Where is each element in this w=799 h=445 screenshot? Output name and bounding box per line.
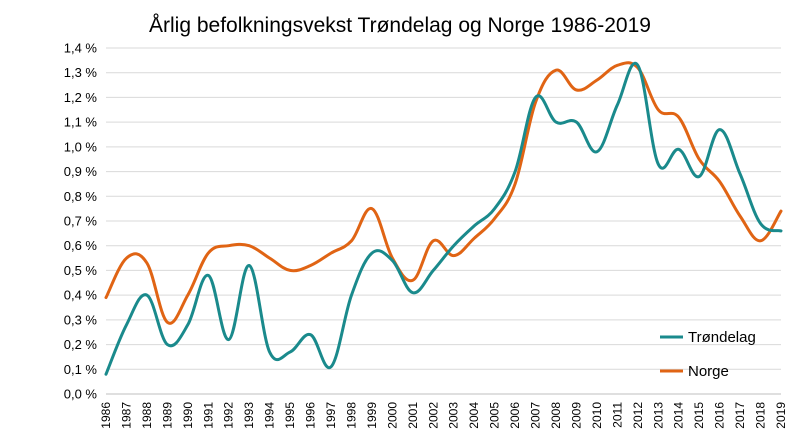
legend-label: Norge bbox=[688, 363, 729, 380]
x-tick-label: 1987 bbox=[119, 402, 133, 429]
y-tick-label: 1,0 % bbox=[64, 139, 98, 154]
series-line-trondelag bbox=[104, 61, 783, 376]
x-tick-label: 2007 bbox=[529, 402, 543, 429]
x-tick-label: 1993 bbox=[242, 402, 256, 429]
y-tick-label: 0,1 % bbox=[64, 362, 98, 377]
legend: Trøndelag Norge bbox=[660, 329, 756, 380]
y-tick-label: 0,5 % bbox=[64, 263, 98, 278]
x-tick-label: 2004 bbox=[467, 402, 481, 429]
x-tick-label: 2010 bbox=[590, 402, 604, 429]
gridlines bbox=[106, 47, 781, 395]
y-tick-label: 0,6 % bbox=[64, 238, 98, 253]
x-tick-label: 2016 bbox=[713, 402, 727, 429]
y-tick-label: 0,9 % bbox=[64, 164, 98, 179]
x-tick-label: 2014 bbox=[672, 402, 686, 429]
x-tick-label: 1988 bbox=[140, 402, 154, 429]
x-tick-label: 2018 bbox=[754, 402, 768, 429]
x-tick-label: 2015 bbox=[692, 402, 706, 429]
x-axis-ticks: 1986 1987 1988 1989 1990 1991 1992 1993 1994 1995… bbox=[99, 402, 788, 429]
x-tick-label: 2005 bbox=[488, 402, 502, 429]
y-tick-label: 1,1 % bbox=[64, 115, 98, 130]
y-tick-label: 0,8 % bbox=[64, 189, 98, 204]
series-line-norge bbox=[104, 61, 783, 325]
y-tick-label: 1,4 % bbox=[64, 41, 98, 56]
x-tick-label: 2003 bbox=[447, 402, 461, 429]
x-tick-label: 1999 bbox=[365, 402, 379, 429]
y-tick-label: 0,4 % bbox=[64, 288, 98, 303]
y-tick-label: 1,2 % bbox=[64, 90, 98, 105]
y-tick-label: 0,7 % bbox=[64, 214, 98, 229]
x-tick-label: 2008 bbox=[549, 402, 563, 429]
y-axis-ticks: 0,0 % 0,1 % 0,2 % 0,3 % 0,4 % 0,5 % 0,6 % 0,7 %… bbox=[64, 41, 98, 402]
x-tick-label: 1997 bbox=[324, 402, 338, 429]
y-tick-label: 0,3 % bbox=[64, 312, 98, 327]
x-tick-label: 2012 bbox=[631, 402, 645, 429]
chart-title: Årlig befolkningsvekst Trøndelag og Norg… bbox=[149, 14, 651, 37]
x-tick-label: 1994 bbox=[263, 402, 277, 429]
x-tick-label: 1991 bbox=[201, 402, 215, 429]
x-tick-label: 2011 bbox=[610, 402, 624, 428]
x-tick-label: 1990 bbox=[181, 402, 195, 429]
x-tick-label: 1996 bbox=[304, 402, 318, 429]
x-tick-label: 2000 bbox=[385, 402, 399, 429]
legend-label: Trøndelag bbox=[688, 329, 756, 346]
x-tick-label: 2019 bbox=[774, 402, 788, 429]
y-tick-label: 1,3 % bbox=[64, 65, 98, 80]
x-tick-label: 2002 bbox=[426, 402, 440, 429]
x-tick-label: 1992 bbox=[222, 402, 236, 429]
x-tick-label: 1995 bbox=[283, 402, 297, 429]
x-tick-label: 2009 bbox=[569, 402, 583, 429]
x-tick-label: 1986 bbox=[99, 402, 113, 429]
x-tick-label: 2006 bbox=[508, 402, 522, 429]
x-tick-label: 1998 bbox=[344, 402, 358, 429]
series-lines bbox=[104, 61, 783, 376]
x-tick-label: 2013 bbox=[651, 402, 665, 429]
x-tick-label: 2017 bbox=[733, 402, 747, 429]
y-tick-label: 0,0 % bbox=[64, 387, 98, 402]
x-tick-label: 1989 bbox=[160, 402, 174, 429]
x-tick-label: 2001 bbox=[406, 402, 420, 429]
y-tick-label: 0,2 % bbox=[64, 337, 98, 352]
